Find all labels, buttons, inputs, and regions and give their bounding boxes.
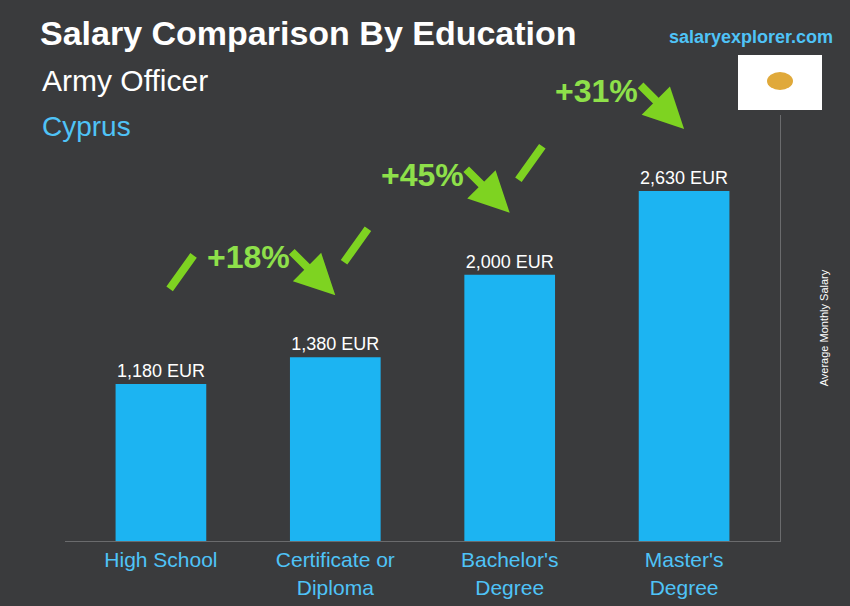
- svg-text:High School: High School: [104, 548, 217, 571]
- svg-text:+31%: +31%: [555, 73, 638, 109]
- svg-text:+18%: +18%: [207, 239, 290, 275]
- svg-text:1,180 EUR: 1,180 EUR: [117, 361, 205, 381]
- svg-text:Army Officer: Army Officer: [42, 64, 208, 97]
- svg-text:Master'sDegree: Master'sDegree: [645, 548, 724, 598]
- svg-text:2,000 EUR: 2,000 EUR: [466, 252, 554, 272]
- svg-text:Salary Comparison By Education: Salary Comparison By Education: [40, 14, 577, 52]
- svg-text:salaryexplorer.com: salaryexplorer.com: [669, 27, 833, 47]
- svg-text:Certificate orDiploma: Certificate orDiploma: [276, 548, 395, 598]
- svg-text:Bachelor'sDegree: Bachelor'sDegree: [461, 548, 558, 598]
- svg-text:2,630 EUR: 2,630 EUR: [640, 168, 728, 188]
- svg-text:Average Monthly Salary: Average Monthly Salary: [818, 269, 830, 386]
- svg-text:Cyprus: Cyprus: [42, 111, 131, 142]
- svg-text:+45%: +45%: [381, 157, 464, 193]
- svg-text:1,380 EUR: 1,380 EUR: [291, 334, 379, 354]
